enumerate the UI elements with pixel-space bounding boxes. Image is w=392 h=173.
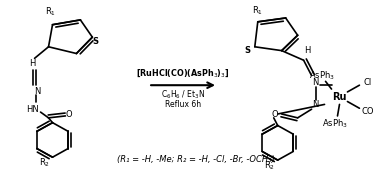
Text: [RuHCl(CO)(AsPh$_3$)$_3$]: [RuHCl(CO)(AsPh$_3$)$_3$] (136, 67, 230, 79)
Text: Reflux 6h: Reflux 6h (165, 100, 201, 109)
Text: S: S (93, 37, 98, 45)
Text: CO: CO (361, 107, 374, 116)
Text: H: H (29, 59, 36, 68)
Text: (R₁ = -H, -Me; R₂ = -H, -Cl, -Br, -OCH₃): (R₁ = -H, -Me; R₂ = -H, -Cl, -Br, -OCH₃) (117, 155, 275, 164)
Text: N: N (312, 78, 319, 87)
Text: Cl: Cl (363, 78, 372, 87)
Text: AsPh$_3$: AsPh$_3$ (309, 69, 334, 82)
Text: R$_1$: R$_1$ (252, 4, 263, 17)
Text: C$_6$H$_6$ / Et$_3$N: C$_6$H$_6$ / Et$_3$N (161, 89, 205, 101)
Text: H: H (305, 46, 311, 55)
Text: R$_1$: R$_1$ (45, 6, 56, 19)
Text: N: N (312, 100, 319, 109)
Text: O: O (65, 110, 72, 119)
Text: N: N (34, 87, 41, 96)
Text: AsPh$_3$: AsPh$_3$ (321, 117, 347, 130)
Text: HN: HN (26, 105, 39, 114)
Text: S: S (245, 46, 251, 55)
Text: R$_2$: R$_2$ (264, 160, 275, 172)
Text: Ru: Ru (332, 92, 347, 102)
Text: O: O (271, 110, 278, 119)
Text: R$_2$: R$_2$ (39, 157, 50, 169)
